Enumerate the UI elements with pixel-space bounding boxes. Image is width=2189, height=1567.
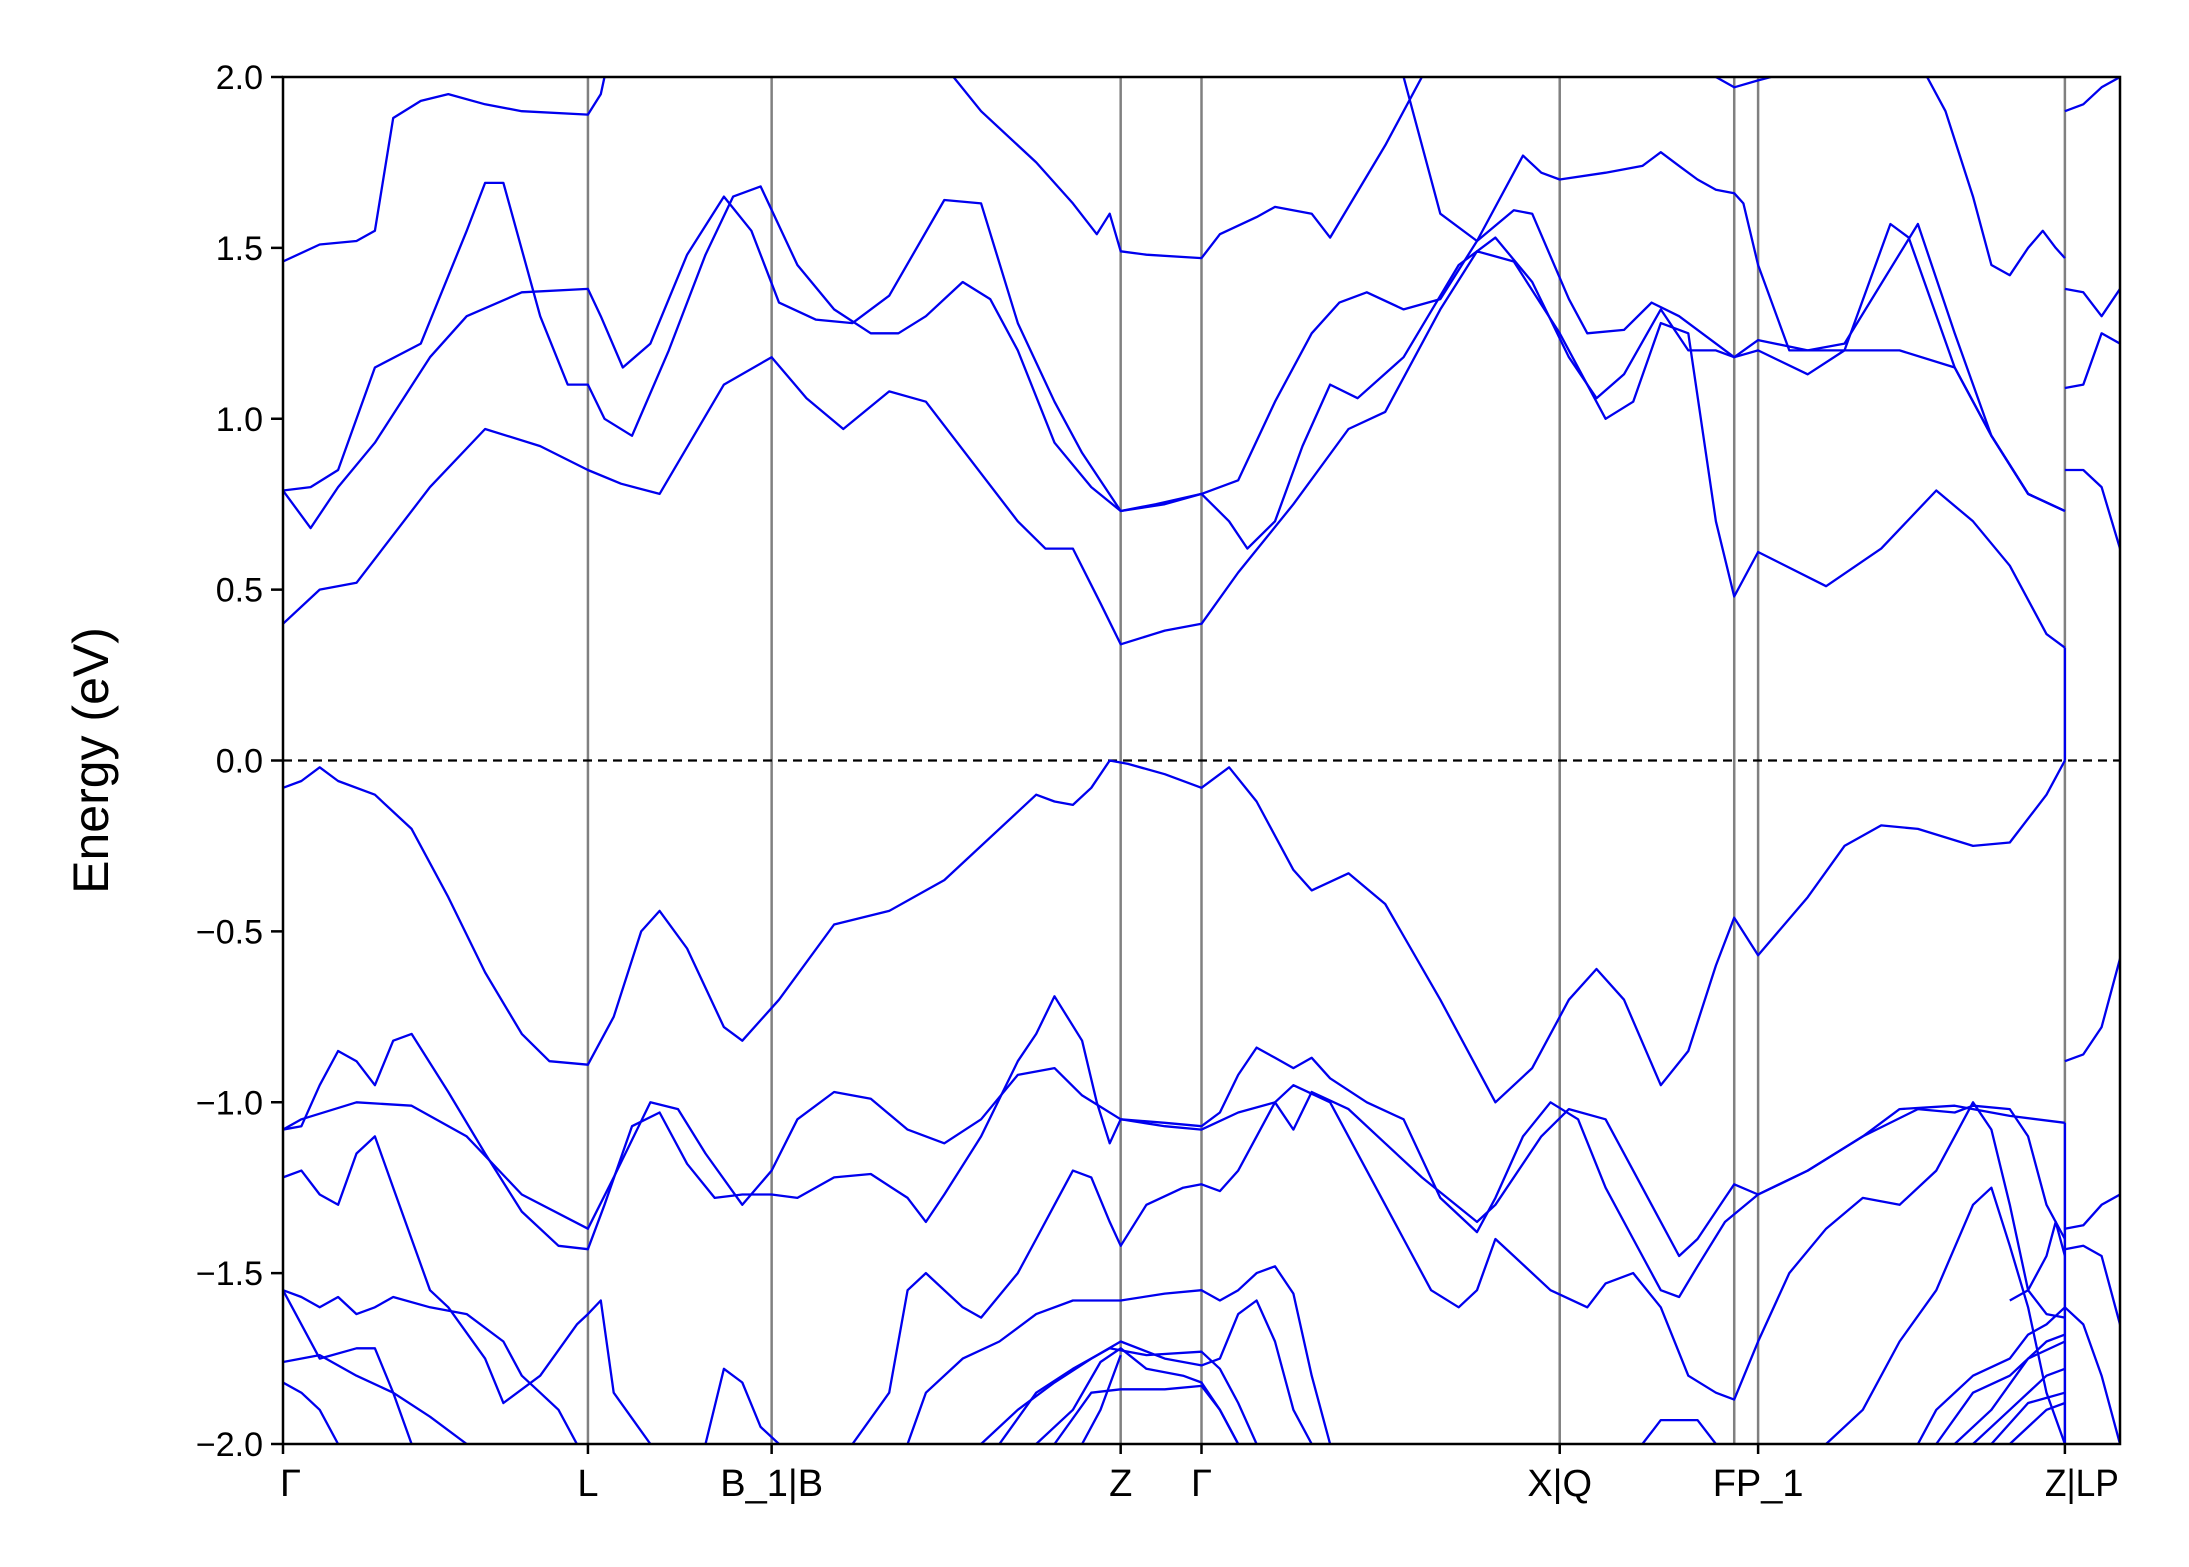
x-tick-label: L [577,1463,598,1505]
y-axis-ticks: −2.0 −1.5 −1.0 −0.5 0.0 0.5 1.0 1.5 2.0 [196,59,283,1464]
x-tick-label: Γ [1191,1463,1212,1505]
x-tick-label: Γ [280,1463,301,1505]
y-tick-label: −0.5 [196,913,263,951]
band-line-35 [2009,1401,2066,1444]
band-line-13 [283,1066,2066,1258]
band-line-1 [283,195,2066,550]
band-line-11 [2064,468,2120,549]
y-tick-label: −1.5 [196,1255,263,1293]
band-line-9 [2064,287,2120,318]
y-tick-label: 1.5 [216,230,263,268]
band-line-17 [283,1289,413,1444]
band-line-38 [2064,1193,2120,1230]
band-line-18 [283,1381,340,1444]
band-line-15 [283,1135,652,1444]
y-axis-label: Energy (eV) [63,627,119,894]
band-line-29 [1825,1186,2066,1444]
band-line-33 [1972,1367,2066,1444]
x-tick-label: B_1|B [720,1463,823,1505]
band-line-31 [1935,1333,2066,1444]
band-line-12 [283,759,2066,1104]
band-line-3 [283,77,606,263]
band-line-36 [2009,1220,2067,1302]
band-line-27 [1081,1354,1122,1444]
band-line-7 [1926,77,2066,277]
x-tick-label: Z|LP [2045,1463,2119,1505]
band-line-37 [2064,958,2120,1063]
band-line-2 [283,181,2066,513]
band-line-23 [980,1299,1313,1444]
band-line-22 [906,1265,1332,1444]
band-line-19 [283,1353,468,1444]
x-tick-label: Z [1109,1463,1132,1505]
x-axis-ticks: Γ L B_1|B Z Γ X|Q FP_1 Z|LP [280,1444,2119,1505]
band-line-14 [283,995,2066,1299]
band-line-10 [2064,332,2120,390]
band-line-32 [1953,1340,2066,1444]
band-line-28 [1641,1418,1717,1444]
band-line-5 [1402,77,2066,513]
y-tick-label: −2.0 [196,1426,263,1464]
band-line-26 [1053,1384,1240,1444]
band-line-0 [283,250,2066,649]
band-line-20 [704,1367,780,1444]
band-line-40 [2064,1306,2120,1444]
band-line-21 [851,1084,2066,1444]
band-line-8 [2064,77,2120,113]
band-line-6 [1715,77,1772,89]
x-tick-label: FP_1 [1713,1463,1804,1505]
band-line-34 [1990,1391,2066,1444]
band-lines [283,77,2120,1444]
band-line-39 [2064,1244,2120,1325]
x-tick-label: X|Q [1527,1463,1592,1505]
y-tick-label: 0.5 [216,572,263,610]
y-tick-label: 1.0 [216,401,263,439]
y-tick-label: 0.0 [216,743,263,781]
band-line-16 [283,1289,578,1444]
band-line-4 [952,77,1423,260]
band-line-30 [1916,1306,2066,1444]
y-tick-label: 2.0 [216,59,263,97]
y-tick-label: −1.0 [196,1084,263,1122]
band-line-24 [998,1347,1258,1444]
